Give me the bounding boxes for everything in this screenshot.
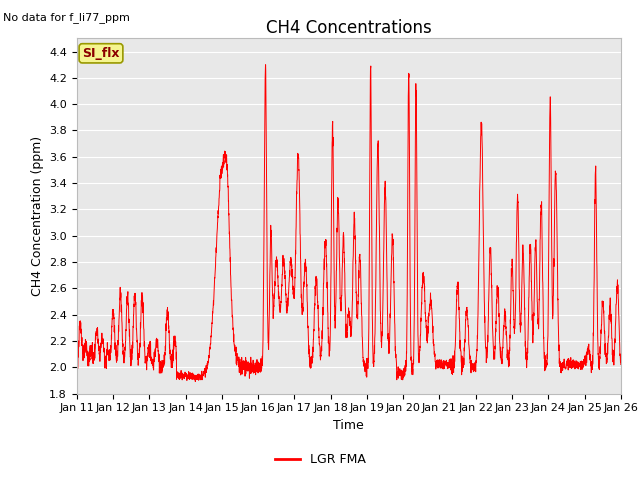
- Text: No data for f_li77_ppm: No data for f_li77_ppm: [3, 12, 130, 23]
- X-axis label: Time: Time: [333, 419, 364, 432]
- Legend: LGR FMA: LGR FMA: [269, 448, 371, 471]
- Y-axis label: CH4 Concentration (ppm): CH4 Concentration (ppm): [31, 136, 44, 296]
- Text: SI_flx: SI_flx: [83, 47, 120, 60]
- Title: CH4 Concentrations: CH4 Concentrations: [266, 19, 431, 37]
